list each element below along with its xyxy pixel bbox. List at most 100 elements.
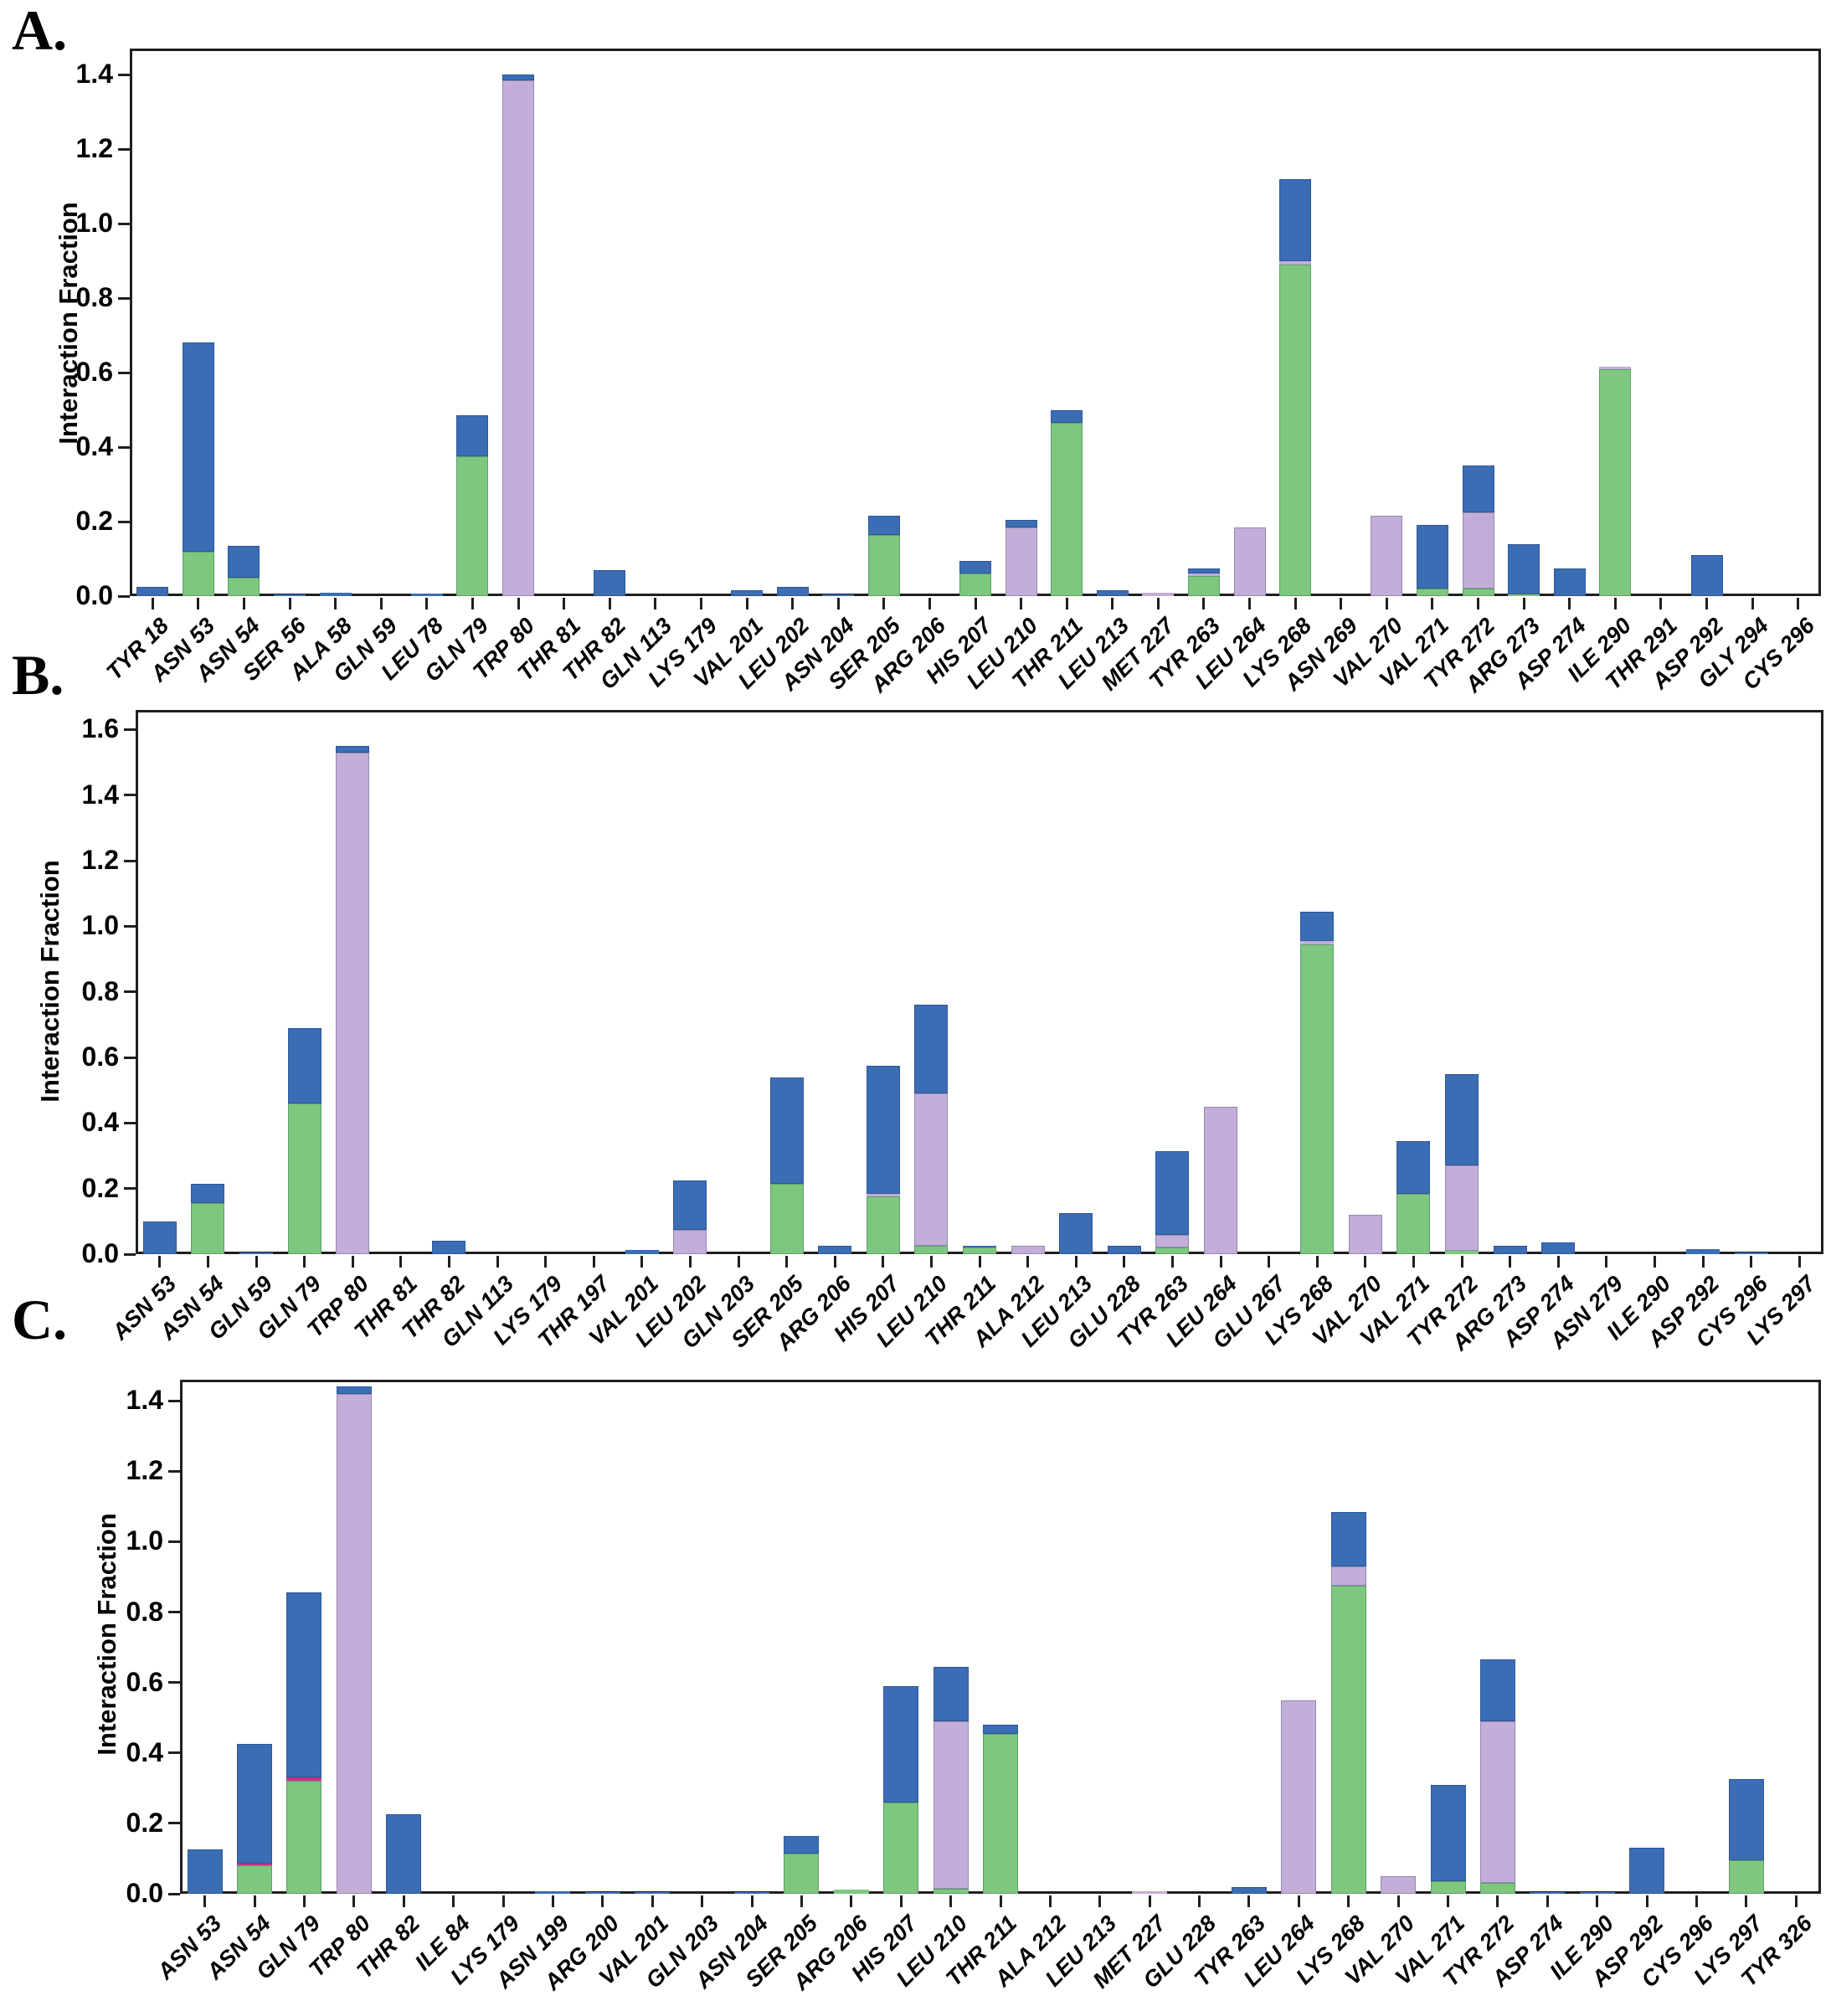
x-tick: [1477, 598, 1480, 609]
x-tick: [206, 1256, 209, 1268]
x-tick: [899, 1895, 903, 1907]
bar-segment-lavender: [933, 1720, 969, 1889]
bar-segment-blue: [319, 593, 352, 596]
x-tick: [1248, 598, 1252, 609]
bar-segment-blue: [866, 1065, 900, 1194]
bar-segment-blue: [1686, 1249, 1720, 1254]
x-tick: [452, 1895, 455, 1907]
x-tick: [882, 1256, 885, 1268]
bar-segment-blue: [287, 1027, 321, 1103]
x-tick: [1123, 1256, 1126, 1268]
bar-segment-green: [1462, 589, 1494, 596]
bar-segment-green: [1508, 594, 1540, 596]
bar-segment-green: [1445, 1251, 1479, 1254]
x-tick: [1315, 1256, 1319, 1268]
bar-segment-blue: [1508, 543, 1540, 594]
bar-segment-blue: [1430, 1784, 1466, 1882]
x-tick: [688, 1256, 692, 1268]
bar-segment-green: [883, 1802, 919, 1894]
bar-segment-blue: [286, 1592, 322, 1778]
x-tick: [601, 1895, 604, 1907]
x-tick: [1431, 598, 1434, 609]
x-tick: [203, 1895, 207, 1907]
bar-segment-green: [228, 577, 260, 596]
y-tick: [118, 73, 130, 76]
bar-segment-lavender: [1599, 367, 1632, 369]
x-tick: [551, 1895, 554, 1907]
y-tick: [168, 1469, 180, 1473]
bar-segment-magenta: [286, 1777, 322, 1782]
bar-segment-blue: [963, 1246, 996, 1248]
y-tick: [168, 1751, 180, 1755]
bar-segment-green: [191, 1203, 225, 1254]
bar-segment-lavender: [1348, 1215, 1382, 1254]
x-tick: [1701, 1256, 1705, 1268]
x-tick: [1797, 598, 1800, 609]
x-tick: [737, 1256, 740, 1268]
bar-segment-lavender: [1187, 573, 1220, 576]
bar-segment-blue: [1530, 1891, 1566, 1894]
x-tick: [1750, 1256, 1753, 1268]
bar-segment-green: [1430, 1881, 1466, 1894]
bar-segment-green: [286, 1781, 322, 1894]
bar-segment-blue: [336, 746, 370, 753]
bar-segment-green: [1599, 368, 1632, 596]
x-tick: [379, 598, 383, 609]
bar-segment-blue: [959, 560, 991, 574]
bar-segment-blue: [410, 594, 443, 596]
y-tick-label: 0.4: [75, 431, 113, 462]
bar-segment-lavender: [1281, 1700, 1317, 1894]
x-tick: [1751, 598, 1754, 609]
x-tick: [1111, 598, 1114, 609]
x-tick: [1340, 598, 1343, 609]
y-tick-label: 1.0: [126, 1525, 163, 1556]
bar-segment-blue: [456, 415, 489, 457]
bar-segment-green: [1479, 1883, 1515, 1894]
bar-segment-blue: [584, 1891, 620, 1894]
bar-segment-blue: [1462, 465, 1494, 512]
x-tick: [1020, 598, 1023, 609]
y-tick-label: 0.6: [81, 1041, 119, 1072]
x-tick: [1048, 1895, 1052, 1907]
x-tick: [1170, 1256, 1174, 1268]
bar-segment-green: [963, 1247, 996, 1254]
bar-segment-green: [287, 1103, 321, 1254]
x-tick: [1596, 1895, 1599, 1907]
x-tick: [303, 1256, 306, 1268]
y-tick: [168, 1681, 180, 1684]
y-tick: [124, 990, 136, 994]
x-tick: [1705, 598, 1708, 609]
x-tick: [1412, 1256, 1415, 1268]
x-tick: [1364, 1256, 1367, 1268]
y-tick: [118, 371, 130, 374]
y-tick-label: 0.6: [75, 357, 113, 388]
y-tick-label: 1.4: [81, 779, 119, 810]
x-tick: [1745, 1895, 1748, 1907]
plot-area: [136, 710, 1823, 1254]
y-tick-label: 1.2: [75, 133, 113, 164]
x-tick: [651, 1895, 654, 1907]
x-tick: [1794, 1895, 1798, 1907]
x-tick: [425, 598, 429, 609]
y-tick-label: 1.4: [75, 59, 113, 90]
panel-b-letter: B.: [12, 643, 64, 707]
x-tick: [928, 598, 931, 609]
y-tick: [168, 1540, 180, 1543]
bar-segment-blue: [734, 1891, 770, 1894]
bar-segment-blue: [182, 342, 214, 552]
y-tick: [168, 1399, 180, 1402]
x-tick: [1219, 1256, 1222, 1268]
bar-segment-green: [867, 534, 900, 596]
y-tick: [118, 222, 130, 225]
y-tick: [168, 1611, 180, 1614]
bar-segment-magenta: [237, 1864, 273, 1866]
y-tick-label: 0.0: [81, 1238, 119, 1268]
y-tick: [124, 1187, 136, 1191]
bar-segment-blue: [1300, 911, 1335, 942]
x-tick: [701, 1895, 704, 1907]
y-tick: [124, 924, 136, 928]
bar-segment-lavender: [1132, 1891, 1168, 1894]
bar-segment-blue: [731, 590, 764, 596]
x-tick: [750, 1895, 753, 1907]
